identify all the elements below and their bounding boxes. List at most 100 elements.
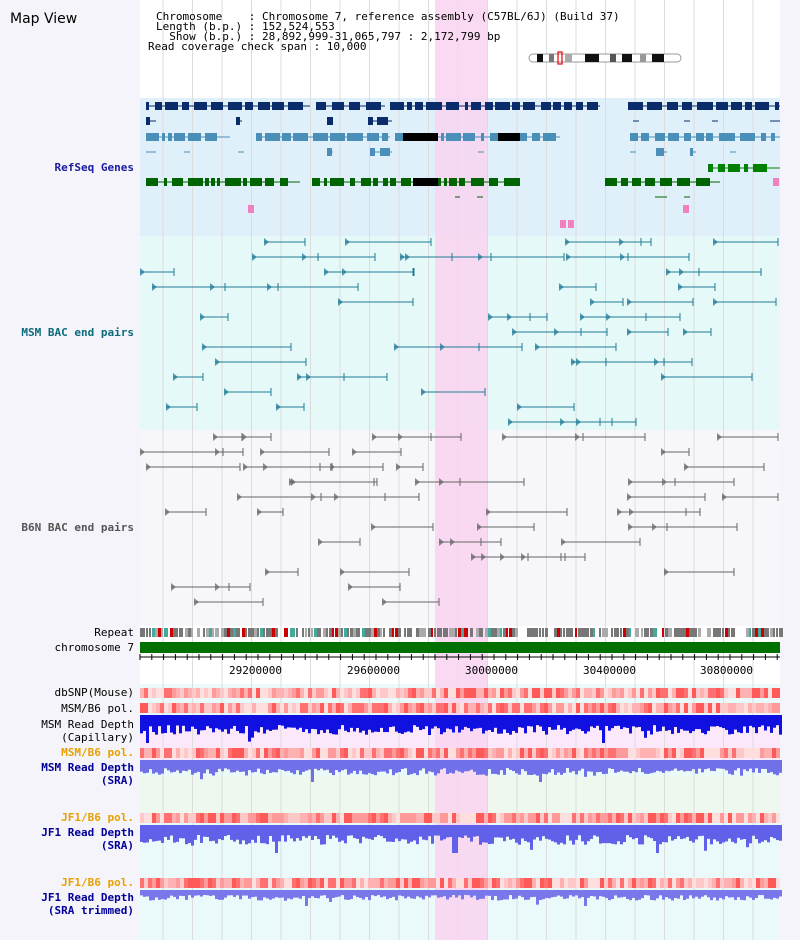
track-label-msm-b6-pol-2[interactable]: MSM/B6 pol. bbox=[61, 746, 134, 759]
msm-pol2-heat bbox=[500, 748, 504, 758]
jf1-trimmed-depth bbox=[557, 890, 560, 896]
msm-sra-depth bbox=[377, 760, 380, 772]
track-label-jf1-depth-trimmed[interactable]: JF1 Read Depth bbox=[41, 891, 134, 904]
jf1-pol-heat bbox=[468, 813, 472, 823]
jf1-pol2-heat bbox=[328, 878, 332, 888]
jf1-sra-depth bbox=[548, 825, 551, 840]
jf1-pol2-heat bbox=[500, 878, 504, 888]
jf1-pol2-heat bbox=[368, 878, 372, 888]
msm-capillary-depth bbox=[410, 715, 413, 733]
b6n-bac-pair-end bbox=[318, 538, 323, 546]
msm-pol-heat bbox=[172, 703, 176, 713]
jf1-pol2-heat bbox=[772, 878, 776, 888]
jf1-pol-heat bbox=[204, 813, 208, 823]
msm-sra-depth bbox=[461, 760, 464, 773]
track-label-jf1-b6-pol[interactable]: JF1/B6 pol. bbox=[61, 811, 134, 824]
jf1-trimmed-depth bbox=[278, 890, 281, 898]
jf1-sra-depth bbox=[242, 825, 245, 841]
dbsnp-heat bbox=[764, 688, 768, 698]
msm-sra-depth bbox=[515, 760, 518, 774]
jf1-trimmed-depth bbox=[341, 890, 344, 896]
gene-exon bbox=[708, 164, 713, 172]
msm-sra-depth bbox=[473, 760, 476, 772]
repeat-element bbox=[584, 628, 587, 637]
msm-capillary-depth bbox=[566, 715, 569, 735]
repeat-element bbox=[248, 628, 251, 637]
jf1-sra-depth bbox=[506, 825, 509, 837]
dbsnp-heat bbox=[332, 688, 336, 698]
repeat-element bbox=[296, 628, 298, 637]
jf1-pol-heat bbox=[168, 813, 172, 823]
jf1-sra-depth bbox=[320, 825, 323, 845]
repeat-element bbox=[329, 628, 333, 637]
msm-capillary-depth bbox=[308, 715, 311, 734]
gene-exon bbox=[236, 117, 240, 125]
b6n-bac-pair-end bbox=[486, 508, 491, 516]
b6n-bac-pair-end bbox=[257, 508, 262, 516]
track-label-msm-b6-pol[interactable]: MSM/B6 pol. bbox=[61, 702, 134, 715]
track-label-msm-depth-capillary[interactable]: MSM Read Depth bbox=[41, 718, 134, 731]
msm-pol-heat bbox=[512, 703, 516, 713]
jf1-pol2-heat bbox=[176, 878, 180, 888]
msm-pol-heat bbox=[220, 703, 224, 713]
jf1-trimmed-depth bbox=[302, 890, 305, 896]
jf1-pol2-heat bbox=[576, 878, 580, 888]
msm-capillary-depth bbox=[467, 715, 470, 729]
selection-highlight[interactable] bbox=[435, 0, 487, 940]
msm-pol2-heat bbox=[708, 748, 712, 758]
msm-capillary-depth bbox=[227, 715, 230, 734]
repeat-element bbox=[563, 628, 565, 637]
msm-capillary-depth bbox=[722, 715, 725, 729]
msm-pol2-heat bbox=[556, 748, 560, 758]
msm-pol2-heat bbox=[612, 748, 616, 758]
track-label-jf1-depth-sra[interactable]: JF1 Read Depth bbox=[41, 826, 134, 839]
jf1-sra-depth bbox=[497, 825, 500, 838]
b6n-bac-pair-end bbox=[352, 448, 357, 456]
msm-pol-heat bbox=[156, 703, 160, 713]
track-label-msm-depth-sra[interactable]: MSM Read Depth bbox=[41, 761, 134, 774]
msm-pol-heat bbox=[688, 703, 692, 713]
msm-capillary-depth bbox=[647, 715, 650, 731]
chromosome-ideogram[interactable] bbox=[528, 51, 682, 65]
track-label-chromosome[interactable]: chromosome 7 bbox=[54, 641, 134, 654]
track-label-repeat[interactable]: Repeat bbox=[94, 626, 134, 639]
msm-pol2-heat bbox=[660, 748, 664, 758]
repeat-element bbox=[761, 628, 765, 637]
msm-capillary-depth bbox=[323, 715, 326, 733]
dbsnp-heat bbox=[380, 688, 384, 698]
gene-exon bbox=[471, 178, 484, 186]
jf1-pol-heat bbox=[148, 813, 152, 823]
msm-capillary-depth bbox=[413, 715, 416, 726]
msm-capillary-depth bbox=[428, 715, 431, 736]
gene-marker bbox=[560, 220, 566, 228]
jf1-pol2-heat bbox=[572, 878, 576, 888]
jf1-sra-depth bbox=[281, 825, 284, 836]
msm-capillary-depth bbox=[185, 715, 188, 732]
msm-pol-heat bbox=[140, 703, 144, 713]
track-label-dbsnp[interactable]: dbSNP(Mouse) bbox=[54, 686, 134, 699]
jf1-pol-heat bbox=[548, 813, 552, 823]
repeat-element bbox=[308, 628, 310, 637]
jf1-pol-heat bbox=[712, 813, 716, 823]
track-label-refseq-genes[interactable]: RefSeq Genes bbox=[54, 161, 134, 174]
msm-pol2-heat bbox=[644, 748, 648, 758]
track-label-b6n-bac[interactable]: B6N BAC end pairs bbox=[21, 521, 134, 534]
jf1-pol2-heat bbox=[660, 878, 664, 888]
msm-pol-heat bbox=[148, 703, 152, 713]
msm-pol-heat bbox=[428, 703, 432, 713]
track-label-jf1-depth-sra-sub: (SRA) bbox=[100, 839, 134, 852]
jf1-sra-depth bbox=[143, 825, 146, 843]
jf1-trimmed-depth bbox=[605, 890, 608, 899]
track-label-msm-bac[interactable]: MSM BAC end pairs bbox=[21, 326, 134, 339]
msm-capillary-depth bbox=[542, 715, 545, 731]
msm-pol2-heat bbox=[388, 748, 392, 758]
jf1-trimmed-depth bbox=[368, 890, 371, 901]
gene-exon bbox=[728, 164, 740, 172]
jf1-trimmed-depth bbox=[767, 890, 770, 899]
msm-sra-depth bbox=[752, 760, 755, 773]
msm-pol2-heat bbox=[516, 748, 520, 758]
repeat-element bbox=[620, 628, 622, 637]
track-label-jf1-b6-pol-2[interactable]: JF1/B6 pol. bbox=[61, 876, 134, 889]
msm-capillary-depth bbox=[359, 715, 362, 733]
